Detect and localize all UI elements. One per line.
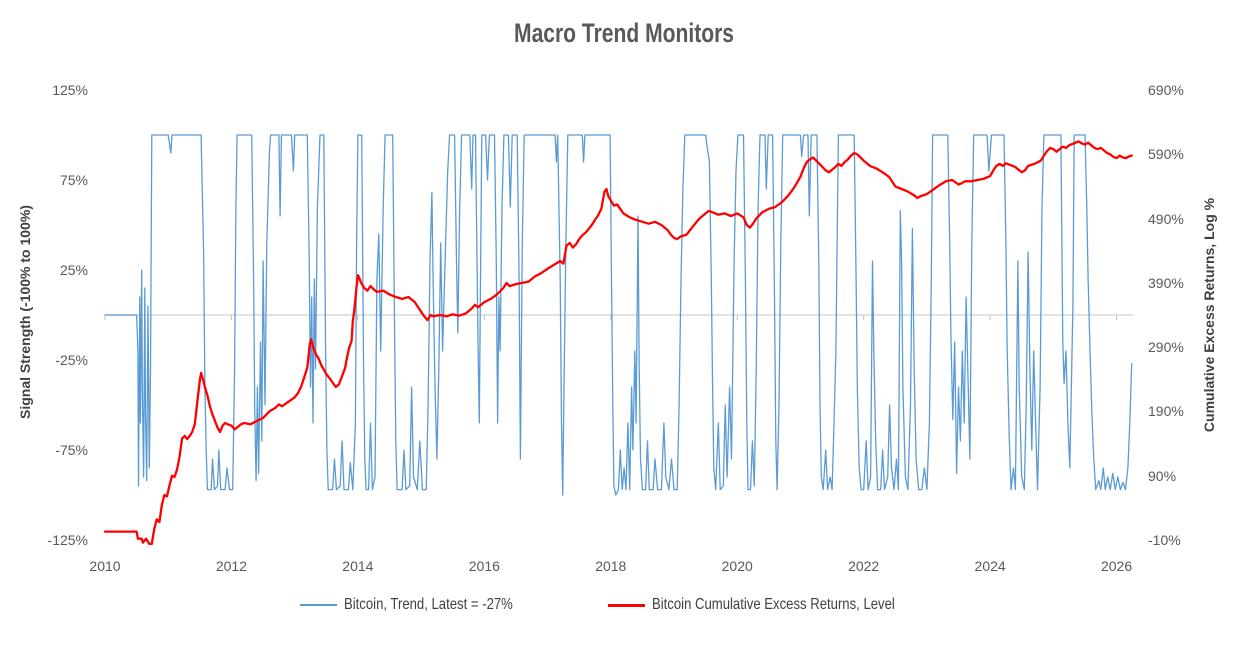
right-axis-tick-label: 290%	[1148, 339, 1184, 356]
x-axis-tick-label: 2010	[89, 558, 121, 574]
right-axis-tick-label: 90%	[1148, 467, 1177, 484]
cumulative-returns-line	[103, 140, 1133, 546]
x-axis-tick-label: 2026	[1100, 558, 1133, 574]
legend-line-swatch	[299, 604, 337, 606]
x-axis-tick-label: 2024	[974, 558, 1006, 574]
right-axis-tick-label: -10%	[1148, 532, 1181, 548]
legend-item: Bitcoin, Trend, Latest = -27%	[299, 596, 550, 614]
x-axis-tick-label: 2022	[848, 558, 880, 574]
left-axis-tick-label: -75%	[55, 442, 88, 458]
x-axis-tick-label: 2016	[468, 558, 500, 574]
legend-label: Bitcoin, Trend, Latest = -27%	[343, 596, 513, 613]
x-axis-tick-label: 2020	[721, 558, 753, 574]
legend-line-swatch	[607, 603, 645, 607]
left-axis-tick-label: -125%	[47, 532, 88, 548]
x-axis-tick-label: 2014	[342, 558, 374, 574]
left-axis-tick-label: 25%	[59, 262, 88, 278]
x-axis-tick-label: 2012	[215, 558, 248, 574]
left-axis-tick-label: -25%	[55, 352, 88, 368]
x-axis-tick-label: 2018	[595, 558, 627, 574]
right-axis-tick-label: 190%	[1148, 403, 1184, 420]
legend-item: Bitcoin Cumulative Excess Returns, Level	[607, 596, 948, 614]
legend-label: Bitcoin Cumulative Excess Returns, Level	[651, 596, 895, 613]
right-axis-tick-label: 490%	[1148, 210, 1184, 227]
right-axis-tick-label: 390%	[1148, 274, 1184, 291]
chart-title: Macro Trend Monitors	[0, 18, 1248, 49]
legend: Bitcoin, Trend, Latest = -27% Bitcoin Cum…	[0, 596, 1248, 614]
left-axis-tick-label: 125%	[52, 82, 88, 98]
chart-title-text: Macro Trend Monitors	[514, 18, 734, 48]
right-axis-tick-label: 590%	[1148, 146, 1184, 163]
left-axis-tick-label: 75%	[59, 172, 88, 188]
trend-signal-line	[104, 134, 1133, 496]
right-axis-tick-label: 690%	[1148, 82, 1184, 98]
